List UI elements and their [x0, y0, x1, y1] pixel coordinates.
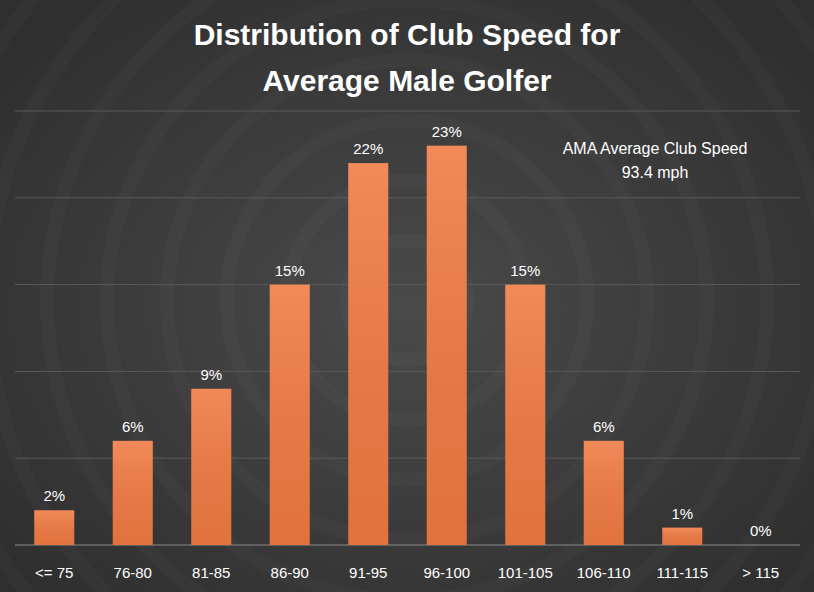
bar-shade [348, 163, 388, 545]
bar [427, 146, 467, 545]
data-label: 6% [593, 418, 615, 435]
data-label: 6% [122, 418, 144, 435]
category-label: 76-80 [114, 564, 152, 581]
data-label: 1% [671, 505, 693, 522]
bar-shade [505, 285, 545, 545]
data-label: 2% [43, 487, 65, 504]
background-ring [0, 0, 814, 592]
bar [113, 441, 153, 545]
bar-shade [584, 441, 624, 545]
background-ring [0, 0, 814, 592]
bar [34, 510, 74, 545]
annotation: AMA Average Club Speed93.4 mph [563, 140, 748, 181]
bar-shade [270, 285, 310, 545]
bar-shade [34, 510, 74, 545]
background-ring [287, 180, 527, 420]
background-ring [47, 0, 767, 592]
bars [34, 146, 702, 545]
grid-line [15, 197, 800, 198]
chart-container: Distribution of Club Speed forAverage Ma… [0, 0, 814, 592]
category-label: > 115 [742, 564, 779, 581]
data-label: 0% [750, 522, 772, 539]
category-label: 81-85 [192, 564, 230, 581]
grid-line [15, 111, 800, 112]
data-label: 15% [275, 262, 305, 279]
category-label: 96-100 [423, 564, 470, 581]
bar [505, 285, 545, 545]
chart-svg: Distribution of Club Speed forAverage Ma… [0, 0, 814, 592]
category-label: 91-95 [349, 564, 387, 581]
bar [270, 285, 310, 545]
bar-shade [662, 528, 702, 545]
background-ring [0, 0, 814, 592]
category-label: <= 75 [35, 564, 73, 581]
background-ring [167, 60, 647, 540]
data-label: 22% [353, 140, 383, 157]
category-label: 106-110 [577, 564, 631, 581]
bar-shade [191, 389, 231, 545]
bar [741, 545, 781, 546]
grid-line [15, 284, 800, 285]
bar-shade [113, 441, 153, 545]
data-label: 9% [200, 366, 222, 383]
bar [584, 441, 624, 545]
data-label: 23% [432, 123, 462, 140]
bar [662, 528, 702, 545]
chart-title: Distribution of Club Speed forAverage Ma… [194, 18, 621, 97]
category-label: 101-105 [498, 564, 553, 581]
bar-shade [741, 545, 781, 546]
background-ring [0, 0, 814, 592]
bar [191, 389, 231, 545]
bar [348, 163, 388, 545]
background-ring [107, 0, 707, 592]
category-label: 86-90 [271, 564, 309, 581]
bar-shade [427, 146, 467, 545]
background-ring [0, 0, 814, 592]
category-label: 111-115 [656, 564, 708, 581]
grid-line [15, 371, 800, 372]
data-label: 15% [510, 262, 540, 279]
